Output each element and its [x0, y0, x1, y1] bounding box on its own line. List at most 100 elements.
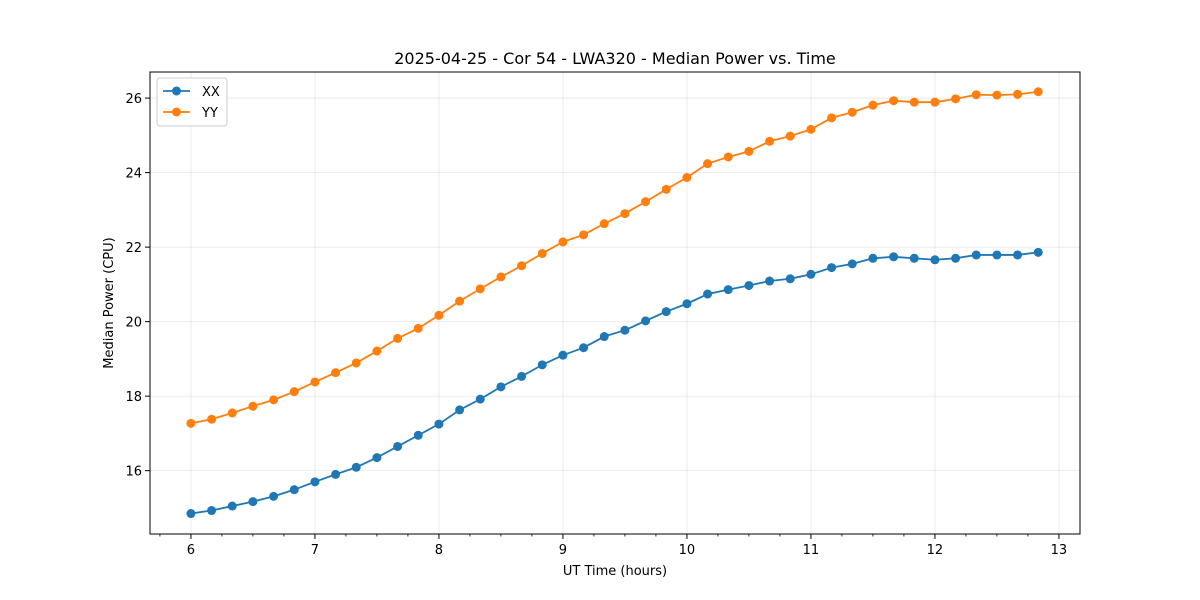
data-point-xx [372, 453, 382, 463]
data-point-xx [434, 419, 444, 429]
data-point-xx [827, 263, 837, 273]
x-tick-label: 6 [187, 543, 195, 558]
data-point-xx [765, 276, 775, 286]
data-point-xx [331, 469, 341, 479]
data-point-yy [393, 333, 403, 343]
data-point-yy [951, 94, 961, 104]
data-point-yy [661, 184, 671, 194]
plot-area-frame [149, 71, 1081, 535]
x-tick-label: 12 [927, 543, 944, 558]
data-point-xx [661, 307, 671, 317]
data-point-xx [310, 477, 320, 487]
data-point-yy [806, 124, 816, 134]
data-point-xx [930, 255, 940, 265]
data-point-xx [517, 371, 527, 381]
legend: XX YY [156, 77, 228, 127]
data-point-xx [289, 485, 299, 495]
data-point-xx [475, 394, 485, 404]
data-point-yy [227, 408, 237, 418]
series-xx [186, 247, 1043, 519]
data-point-xx [682, 299, 692, 309]
data-point-yy [971, 90, 981, 100]
data-point-xx [599, 332, 609, 342]
data-point-yy [579, 230, 589, 240]
data-point-yy [620, 209, 630, 219]
data-point-xx [496, 382, 506, 392]
data-point-yy [785, 131, 795, 141]
series-layer [186, 87, 1043, 519]
data-point-yy [1033, 87, 1043, 97]
data-point-xx [413, 430, 423, 440]
y-tick-label: 20 [125, 316, 142, 331]
legend-marker-yy [172, 107, 181, 117]
x-tick-label: 10 [679, 543, 696, 558]
data-point-yy [558, 237, 568, 247]
data-point-yy [889, 96, 899, 106]
data-point-yy [641, 197, 651, 207]
data-point-xx [537, 360, 547, 370]
data-point-xx [641, 316, 651, 326]
data-point-yy [186, 418, 196, 428]
data-point-xx [1013, 250, 1023, 260]
data-point-xx [744, 280, 754, 290]
data-point-xx [992, 250, 1002, 260]
x-axis-label: UT Time (hours) [563, 564, 667, 579]
data-point-xx [579, 343, 589, 353]
data-point-yy [744, 146, 754, 156]
data-point-yy [331, 368, 341, 378]
data-point-xx [269, 491, 279, 501]
data-point-xx [558, 350, 568, 360]
y-tick-label: 16 [125, 465, 142, 480]
data-point-yy [413, 323, 423, 333]
data-point-xx [889, 252, 899, 262]
x-tick-label: 13 [1051, 543, 1068, 558]
gridlines [150, 72, 1080, 534]
data-point-xx [785, 274, 795, 284]
data-point-xx [393, 441, 403, 451]
data-point-yy [455, 296, 465, 306]
x-tick-label: 8 [435, 543, 443, 558]
data-point-yy [496, 272, 506, 282]
y-tick-label: 26 [125, 92, 142, 107]
data-point-yy [289, 387, 299, 397]
data-point-yy [723, 152, 733, 162]
data-point-xx [868, 253, 878, 263]
data-point-yy [930, 97, 940, 107]
data-point-xx [723, 285, 733, 295]
data-point-yy [310, 377, 320, 387]
data-point-yy [847, 107, 857, 117]
data-point-xx [351, 462, 361, 472]
data-point-yy [207, 414, 217, 424]
data-point-yy [269, 395, 279, 405]
y-tick-label: 22 [125, 241, 142, 256]
data-point-xx [1033, 247, 1043, 257]
data-point-xx [909, 253, 919, 263]
data-point-xx [847, 259, 857, 269]
data-point-yy [599, 219, 609, 229]
data-point-xx [248, 497, 258, 507]
x-tick-label: 9 [559, 543, 567, 558]
chart-title: 2025-04-25 - Cor 54 - LWA320 - Median Po… [394, 49, 836, 68]
data-point-xx [227, 501, 237, 511]
data-point-yy [827, 113, 837, 123]
data-point-yy [517, 261, 527, 271]
x-axis: 6 7 8 9 10 11 12 13 [159, 534, 1068, 558]
data-point-yy [1013, 89, 1023, 99]
data-point-yy [868, 100, 878, 110]
legend-label-xx: XX [202, 85, 220, 100]
data-point-xx [971, 250, 981, 260]
series-yy [186, 87, 1043, 428]
data-point-yy [372, 346, 382, 356]
y-tick-label: 24 [125, 167, 142, 182]
y-axis: 16 18 20 22 24 26 [125, 92, 150, 480]
legend-marker-xx [172, 86, 181, 96]
data-point-yy [909, 97, 919, 107]
data-point-yy [351, 358, 361, 368]
data-point-yy [537, 248, 547, 258]
data-point-yy [434, 310, 444, 320]
y-tick-label: 18 [125, 390, 142, 405]
x-tick-label: 7 [311, 543, 319, 558]
x-tick-label: 11 [803, 543, 820, 558]
data-point-xx [620, 325, 630, 335]
